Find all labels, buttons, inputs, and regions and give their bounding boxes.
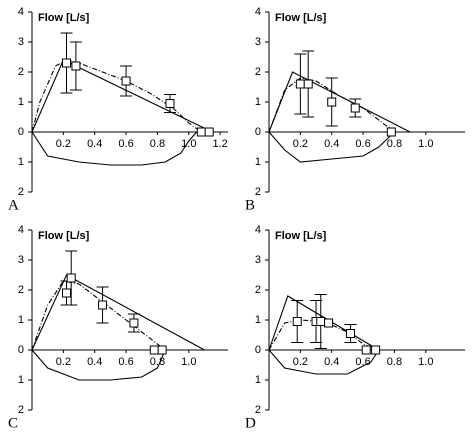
y-tick-label: 2 (255, 66, 261, 78)
curve (31, 280, 166, 351)
y-tick-label: 2 (255, 284, 261, 296)
data-point (196, 127, 206, 137)
y-tick-label: 1 (255, 156, 261, 168)
y-tick-label: 2 (18, 66, 24, 78)
data-point (361, 345, 371, 355)
data-point (324, 318, 334, 328)
y-tick-label: 3 (255, 254, 261, 266)
data-point (98, 300, 108, 310)
panel: Flow [L/s] B 4 3 2 1 0 1 2 0.2 0.4 0.6 0.8 1.0 (245, 6, 465, 213)
y-tick-label: 2 (18, 284, 24, 296)
y-tick-label: 0 (18, 344, 24, 356)
chart-title: Flow [L/s] (275, 12, 327, 24)
x-tick-label: 0.2 (293, 138, 308, 150)
y-tick-label: 2 (255, 404, 261, 416)
y-tick-label: 2 (18, 186, 24, 198)
data-point (303, 79, 313, 89)
panel: Flow [L/s] A 4 3 2 1 0 1 2 0.2 0.4 0.6 0.8 1.0 1.2 (8, 6, 228, 213)
panel-label: D (245, 415, 256, 431)
data-point (316, 317, 326, 326)
curve (268, 131, 395, 163)
x-tick-label: 0.4 (324, 356, 339, 368)
curve (31, 59, 202, 133)
y-tick-label: 1 (18, 314, 24, 326)
panel: Flow [L/s] C 4 3 2 1 0 1 2 0.2 0.4 0.6 0.8 1.0 (8, 224, 228, 431)
y-tick-label: 4 (18, 224, 24, 236)
data-point (295, 79, 305, 89)
x-tick-label: 0.6 (355, 138, 370, 150)
data-point (292, 317, 302, 326)
y-tick-label: 1 (255, 314, 261, 326)
data-point (346, 329, 356, 338)
x-tick-label: 0.6 (118, 356, 133, 368)
data-point (157, 345, 167, 355)
x-tick-label: 0.2 (56, 356, 71, 368)
x-tick-label: 1.2 (213, 138, 228, 150)
data-point (165, 99, 175, 108)
y-tick-label: 3 (18, 36, 24, 48)
y-tick-label: 2 (18, 404, 24, 416)
curve (31, 274, 205, 351)
y-tick-label: 0 (18, 126, 24, 138)
chart-title: Flow [L/s] (38, 230, 90, 242)
y-tick-label: 2 (255, 186, 261, 198)
y-tick-label: 1 (18, 96, 24, 108)
data-point (149, 345, 159, 355)
y-tick-label: 4 (255, 224, 261, 236)
panel-label: A (8, 197, 19, 213)
x-tick-label: 0.8 (150, 138, 165, 150)
data-point (204, 127, 214, 137)
x-tick-label: 0.2 (56, 138, 71, 150)
x-tick-label: 1.0 (181, 356, 196, 368)
x-tick-label: 0.8 (387, 356, 402, 368)
chart-title: Flow [L/s] (275, 230, 327, 242)
x-tick-label: 1.0 (418, 356, 433, 368)
curve (268, 71, 411, 133)
data-point (71, 61, 81, 71)
chart-title: Flow [L/s] (38, 12, 90, 24)
x-tick-label: 1.0 (418, 138, 433, 150)
y-tick-label: 0 (255, 126, 261, 138)
data-point (66, 273, 76, 283)
x-tick-label: 0.4 (87, 356, 102, 368)
y-tick-label: 3 (255, 36, 261, 48)
y-tick-label: 4 (18, 6, 24, 18)
data-point (129, 318, 139, 328)
data-point (61, 58, 71, 68)
panel: Flow [L/s] D 4 3 2 1 0 1 2 0.2 0.4 0.6 0.8 1.0 (245, 224, 465, 431)
data-point (350, 103, 360, 113)
curve (268, 77, 398, 133)
y-tick-label: 1 (18, 156, 24, 168)
y-tick-label: 3 (18, 254, 24, 266)
curve (268, 349, 380, 375)
y-tick-label: 1 (255, 96, 261, 108)
x-tick-label: 0.8 (150, 356, 165, 368)
data-point (386, 127, 396, 137)
x-tick-label: 0.4 (324, 138, 339, 150)
x-tick-label: 0.6 (118, 138, 133, 150)
y-tick-label: 1 (18, 374, 24, 386)
curve (31, 131, 198, 166)
panel-label: C (8, 415, 18, 431)
curve (31, 349, 166, 381)
y-tick-label: 1 (255, 374, 261, 386)
x-tick-label: 0.4 (87, 138, 102, 150)
y-tick-label: 0 (255, 344, 261, 356)
y-tick-label: 4 (255, 6, 261, 18)
data-point (371, 345, 381, 355)
x-tick-label: 1.0 (181, 138, 196, 150)
data-point (121, 76, 131, 86)
panel-label: B (245, 197, 255, 213)
data-point (61, 288, 71, 298)
data-point (327, 97, 337, 107)
x-tick-label: 0.6 (355, 356, 370, 368)
x-tick-label: 0.8 (387, 138, 402, 150)
x-tick-label: 0.2 (293, 356, 308, 368)
